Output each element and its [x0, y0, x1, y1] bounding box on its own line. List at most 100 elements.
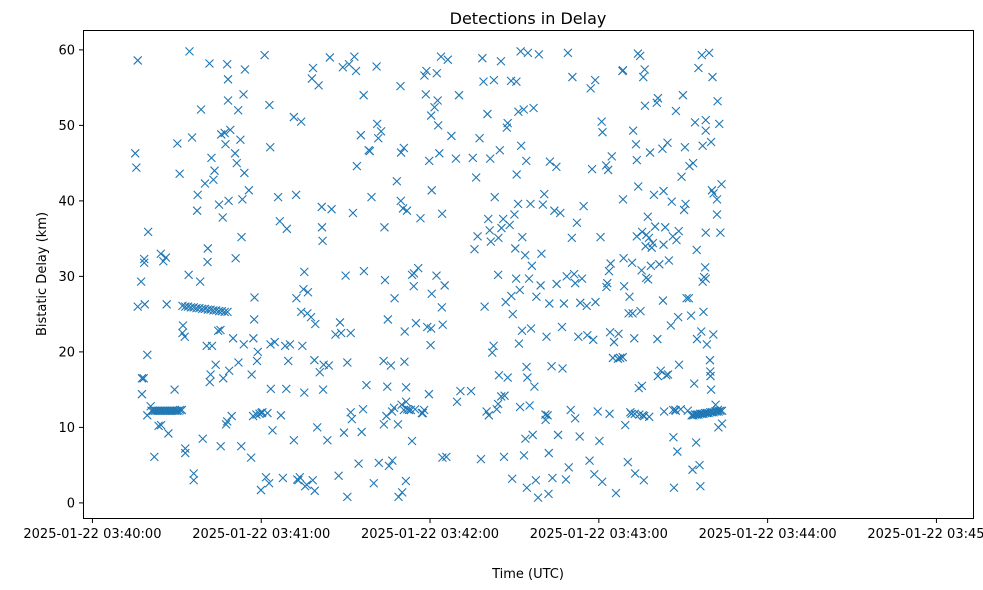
data-point — [551, 162, 561, 172]
data-point — [390, 293, 399, 303]
data-point — [374, 458, 384, 468]
data-point — [433, 96, 443, 105]
x-axis-label: Time (UTC) — [491, 567, 564, 582]
data-point — [409, 268, 419, 278]
y-tick-label: 40 — [58, 194, 75, 209]
data-point — [573, 332, 583, 342]
data-point — [266, 384, 276, 394]
data-point — [452, 397, 462, 407]
data-point — [521, 434, 530, 444]
data-point — [158, 256, 168, 266]
data-point — [240, 65, 250, 74]
data-point — [149, 452, 159, 462]
data-point — [666, 321, 676, 330]
data-point — [668, 405, 678, 415]
data-point — [485, 225, 495, 235]
data-point — [393, 419, 403, 429]
data-point — [605, 409, 614, 419]
data-point — [500, 391, 509, 401]
data-point — [383, 315, 393, 324]
data-point — [614, 329, 623, 339]
data-point — [456, 386, 465, 396]
data-point — [517, 232, 527, 242]
data-point — [252, 410, 261, 419]
data-point — [529, 103, 538, 113]
data-point — [609, 337, 619, 347]
data-point — [517, 326, 527, 336]
data-point — [660, 222, 670, 232]
data-point — [426, 340, 435, 350]
data-point — [603, 165, 613, 175]
data-point — [192, 206, 202, 216]
data-point — [552, 279, 562, 289]
data-point — [207, 341, 217, 351]
data-point — [515, 285, 525, 295]
data-point — [268, 426, 277, 435]
data-point — [611, 488, 621, 498]
data-point — [196, 105, 206, 114]
data-point — [289, 112, 299, 122]
data-point — [310, 319, 320, 329]
data-point — [373, 133, 383, 143]
data-point — [575, 432, 585, 441]
data-point — [348, 208, 358, 218]
data-point — [696, 327, 706, 336]
data-point — [338, 62, 348, 72]
data-point — [579, 201, 589, 211]
data-point — [421, 66, 431, 76]
data-point — [591, 297, 600, 307]
data-point — [512, 170, 522, 179]
data-point — [590, 75, 600, 85]
data-point — [334, 471, 343, 481]
data-point — [637, 381, 647, 391]
data-point — [236, 441, 246, 451]
data-point — [698, 141, 708, 151]
data-point — [249, 315, 259, 324]
data-point — [211, 360, 221, 370]
data-point — [443, 55, 453, 65]
data-point — [295, 472, 305, 482]
data-point — [143, 227, 153, 237]
data-point — [239, 168, 249, 178]
x-tick-label: 2025-01-22 03:45:00 — [867, 527, 983, 542]
data-point — [454, 90, 464, 100]
data-point — [314, 80, 324, 90]
data-point — [376, 127, 386, 136]
data-point — [544, 448, 554, 458]
data-point — [136, 277, 146, 287]
data-point — [704, 48, 714, 58]
data-point — [653, 93, 663, 103]
data-point — [270, 337, 280, 347]
data-point — [644, 412, 654, 422]
data-point — [561, 475, 571, 484]
data-point — [307, 74, 317, 83]
x-tick-label: 2025-01-22 03:40:00 — [23, 527, 161, 542]
data-point — [341, 271, 351, 281]
data-point — [645, 148, 655, 157]
data-point — [336, 328, 346, 338]
data-point — [436, 52, 446, 62]
data-point — [239, 339, 249, 349]
data-point — [694, 63, 703, 73]
data-point — [382, 411, 391, 421]
data-point — [246, 453, 256, 462]
data-point — [263, 408, 272, 418]
data-point — [615, 353, 625, 363]
data-point — [706, 385, 716, 395]
data-point — [228, 333, 238, 343]
data-point — [701, 126, 711, 136]
data-point — [530, 382, 539, 392]
data-point — [282, 224, 292, 234]
data-point — [193, 190, 203, 200]
data-point — [672, 235, 681, 245]
data-point — [310, 355, 319, 365]
data-point — [549, 206, 559, 216]
data-point — [508, 309, 518, 319]
y-tick-label: 30 — [58, 270, 75, 285]
y-tick-label: 50 — [58, 119, 75, 134]
data-point — [224, 366, 234, 376]
data-point — [273, 192, 283, 202]
data-point — [207, 153, 216, 163]
data-point — [372, 119, 382, 129]
data-point — [195, 277, 205, 287]
